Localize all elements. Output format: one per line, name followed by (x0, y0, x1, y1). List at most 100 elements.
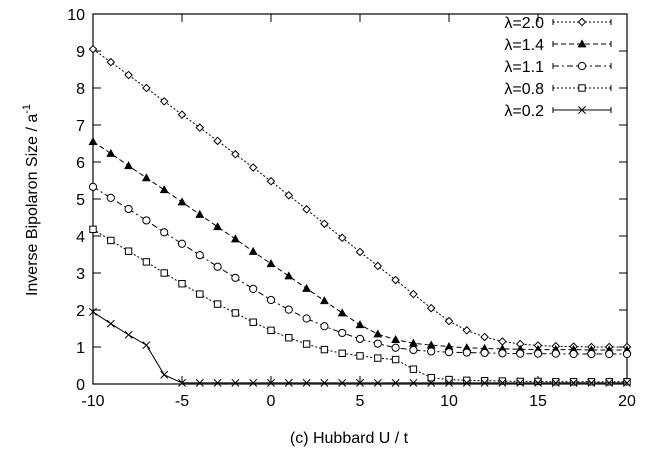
data-point (445, 375, 453, 384)
data-point (195, 209, 205, 218)
data-point (195, 378, 204, 387)
data-point (516, 378, 525, 387)
data-point (623, 378, 631, 386)
data-point (213, 300, 222, 308)
data-point (142, 341, 151, 350)
data-point (248, 163, 258, 172)
data-point (248, 246, 258, 255)
series-line (92, 141, 627, 351)
legend-marker (578, 106, 586, 114)
x-tick-label: 15 (529, 393, 547, 410)
data-point (302, 340, 311, 348)
data-point (302, 314, 311, 323)
data-point (302, 283, 312, 292)
data-point (142, 216, 151, 225)
data-point (89, 307, 97, 316)
y-tick-label: 6 (76, 155, 85, 172)
data-point (302, 205, 311, 214)
data-point (231, 149, 240, 159)
data-point (427, 347, 436, 356)
data-point (338, 349, 346, 357)
x-axis-label: (c) Hubbard U / t (290, 430, 409, 447)
data-point (426, 303, 436, 313)
data-point (319, 296, 329, 305)
data-point (124, 247, 133, 255)
data-point (373, 261, 383, 271)
data-point (427, 378, 436, 387)
data-point (302, 378, 311, 387)
data-point (89, 225, 97, 234)
data-point (196, 290, 204, 298)
data-point (285, 334, 293, 342)
data-point (124, 70, 133, 80)
y-axis-label-main: Inverse Bipolaron Size / a (24, 114, 41, 296)
data-point (373, 329, 383, 338)
series-line (92, 186, 627, 355)
data-point (374, 354, 382, 362)
data-point (480, 348, 489, 358)
data-point (177, 197, 187, 206)
data-point (498, 349, 507, 358)
data-point (605, 378, 613, 386)
data-point (516, 377, 524, 386)
data-point (587, 378, 596, 386)
data-point (551, 349, 560, 358)
data-point (356, 378, 364, 387)
data-point (622, 349, 632, 359)
data-point (320, 322, 329, 331)
data-point (106, 148, 116, 157)
data-point (230, 234, 240, 243)
data-point (124, 204, 133, 214)
y-tick-label: 9 (76, 44, 85, 61)
data-point (462, 326, 472, 335)
data-point (587, 349, 596, 359)
y-tick-label: 4 (76, 229, 85, 246)
data-point (391, 343, 400, 352)
data-point (409, 378, 418, 387)
legend-marker (578, 84, 586, 92)
data-point (320, 378, 329, 387)
data-point (159, 97, 169, 106)
data-point (177, 239, 187, 248)
data-point (462, 348, 471, 357)
legend-label: λ=1.1 (504, 59, 544, 76)
data-point (409, 365, 418, 373)
series-2 (88, 182, 632, 359)
legend-label: λ=0.8 (504, 81, 544, 98)
data-point (587, 378, 596, 387)
legend: λ=2.0 λ=1.4 λ=1.1 λ=0.8 λ=0.2 (504, 15, 612, 120)
data-point (480, 376, 489, 385)
data-point (266, 259, 276, 268)
data-point (213, 222, 223, 231)
data-point (195, 123, 205, 132)
y-tick-label: 2 (76, 303, 85, 320)
data-point (88, 182, 98, 191)
x-tick-label: 10 (440, 393, 458, 410)
y-tick-label: 10 (67, 7, 85, 24)
y-axis-label: Inverse Bipolaron Size / a-1 (21, 104, 41, 296)
data-point (266, 176, 276, 186)
data-point (533, 349, 543, 358)
data-point (337, 308, 347, 317)
data-point (178, 280, 186, 288)
data-point (284, 305, 293, 314)
legend-label: λ=2.0 (504, 15, 544, 32)
plot-frame (92, 13, 628, 385)
x-tick-label: -5 (175, 393, 189, 410)
data-point (177, 110, 187, 119)
data-point (284, 378, 293, 387)
series-1 (88, 137, 632, 354)
data-point (160, 269, 168, 277)
data-point (124, 330, 133, 339)
series-0 (88, 44, 632, 352)
data-point (178, 378, 186, 387)
data-point (480, 332, 489, 342)
data-point (160, 228, 169, 237)
data-point (338, 378, 347, 387)
data-point (498, 377, 507, 385)
data-point (445, 378, 453, 387)
data-point (391, 378, 400, 387)
x-tick-label: 5 (356, 393, 365, 410)
y-tick-label: 1 (76, 340, 85, 357)
data-point (551, 378, 560, 387)
